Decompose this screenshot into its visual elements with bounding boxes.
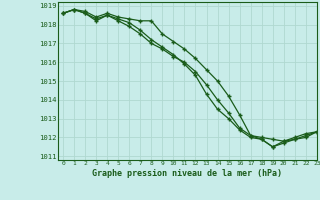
X-axis label: Graphe pression niveau de la mer (hPa): Graphe pression niveau de la mer (hPa) <box>92 169 282 178</box>
